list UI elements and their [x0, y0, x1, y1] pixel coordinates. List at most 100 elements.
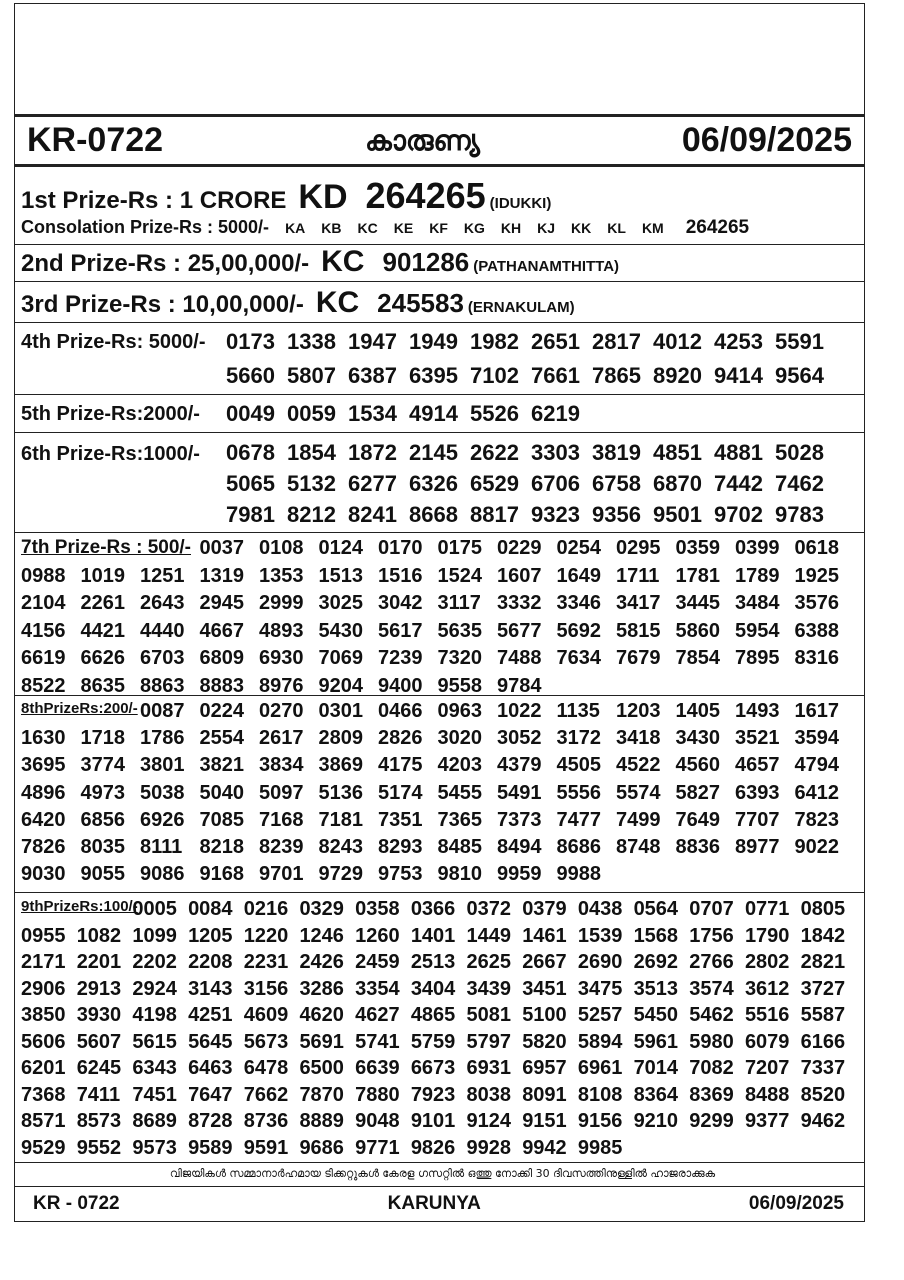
- prize-label: 7th Prize-Rs : 500/-: [21, 537, 191, 558]
- ticket-number: 1925: [794, 564, 840, 587]
- ticket-number: 7462: [775, 471, 824, 496]
- prize-label: 9thPrizeRs:100/-: [21, 898, 138, 915]
- ticket-number: 3834: [259, 754, 304, 777]
- ticket-number: 0059: [287, 401, 336, 426]
- ticket-number: 1338: [287, 329, 336, 354]
- ticket-number: 1711: [616, 564, 660, 587]
- ticket-number: 0037: [199, 537, 245, 559]
- ticket-number: 4865: [410, 1004, 456, 1026]
- winning-number: 264265: [685, 217, 750, 238]
- ticket-number: 6529: [470, 471, 519, 496]
- ticket-number: 6219: [531, 401, 580, 426]
- ticket-number: 2513: [410, 951, 456, 973]
- ticket-number: 4627: [355, 1004, 400, 1026]
- ticket-number: 0358: [355, 898, 400, 920]
- ticket-number: 9210: [633, 1110, 679, 1132]
- ticket-number: 1220: [243, 924, 289, 947]
- ticket-number: 5132: [287, 471, 336, 496]
- ticket-number: 1790: [744, 924, 790, 947]
- ticket-number: 3172: [556, 727, 602, 750]
- ticket-number: 1082: [76, 924, 122, 947]
- ticket-number: 8736: [243, 1110, 289, 1132]
- ticket-number: 5097: [259, 781, 304, 804]
- ticket-number: 7181: [318, 808, 364, 831]
- ticket-number: 5587: [800, 1004, 846, 1026]
- ticket-number: 1019: [80, 564, 126, 587]
- ticket-number: 9462: [800, 1110, 846, 1132]
- ticket-number: 6166: [800, 1030, 846, 1053]
- ticket-number: 7082: [689, 1057, 734, 1079]
- ticket-number: 1786: [140, 727, 185, 750]
- ticket-number: 6387: [348, 363, 397, 388]
- ticket-number: 0771: [744, 898, 790, 920]
- ticket-number: 7451: [132, 1083, 177, 1106]
- ticket-number: 0124: [318, 537, 364, 559]
- ticket-number: 8883: [199, 674, 245, 697]
- ticket-number: 5257: [577, 1004, 623, 1026]
- ticket-number: 9151: [522, 1110, 567, 1132]
- ticket-number: 2913: [76, 977, 122, 1000]
- ticket-number: 6395: [409, 363, 458, 388]
- ticket-number: 9101: [410, 1110, 456, 1132]
- series: KJ: [537, 220, 556, 236]
- ticket-number: 1353: [259, 564, 304, 587]
- ticket-number: 3821: [199, 754, 245, 777]
- ticket-number: 5606: [21, 1030, 66, 1053]
- ticket-number: 6639: [355, 1057, 400, 1079]
- ticket-number: 9356: [592, 502, 641, 527]
- ticket-number: 8035: [80, 835, 126, 858]
- ticket-number: 2622: [470, 440, 519, 465]
- ticket-number: 0087: [140, 700, 185, 722]
- ticket-number: 1568: [633, 924, 679, 947]
- ticket-number: 8571: [21, 1110, 66, 1132]
- ticket-number: 7865: [592, 363, 641, 388]
- prize-label: 5th Prize-Rs:2000/-: [21, 403, 200, 425]
- ticket-number: 5635: [437, 619, 483, 642]
- ticket-number: 9589: [188, 1136, 233, 1159]
- ticket-number: 0173: [226, 329, 275, 354]
- ticket-number: 2145: [409, 440, 458, 465]
- ticket-number: 4851: [653, 440, 702, 465]
- ticket-number: 5455: [437, 781, 483, 804]
- ticket-number: 3286: [299, 977, 344, 1000]
- ticket-number: 3025: [318, 592, 364, 614]
- ticket-number: 2945: [199, 592, 245, 614]
- series: KC: [357, 220, 378, 236]
- ticket-number: 9928: [466, 1136, 512, 1159]
- ticket-number: 0466: [378, 700, 423, 722]
- ticket-number: 1260: [355, 924, 400, 947]
- ticket-number: 5526: [470, 401, 519, 426]
- ticket-number: 0707: [689, 898, 734, 920]
- ticket-number: 7823: [794, 808, 840, 831]
- ticket-number: 4914: [409, 401, 458, 426]
- ticket-number: 8364: [633, 1083, 679, 1106]
- ticket-number: 2999: [259, 592, 304, 614]
- ticket-number: 0170: [378, 537, 423, 559]
- ticket-number: 1617: [794, 700, 840, 722]
- ticket-number: 1756: [689, 924, 734, 947]
- ticket-number: 2617: [259, 727, 304, 750]
- ticket-number: 0963: [437, 700, 483, 722]
- ticket-number: 9771: [355, 1136, 400, 1159]
- prize-6: 6th Prize-Rs:1000/- 0678 1854 1872 2145 2622 3…: [15, 432, 864, 532]
- ticket-number: 3020: [437, 727, 483, 750]
- ticket-number: 5136: [318, 781, 364, 804]
- ticket-number: 0270: [259, 700, 304, 722]
- ticket-number: 9985: [577, 1136, 623, 1159]
- ticket-number: 3042: [378, 592, 423, 614]
- ticket-number: 9702: [714, 502, 763, 527]
- ticket-number: 5645: [188, 1030, 233, 1053]
- ticket-number: 4505: [556, 754, 602, 777]
- ticket-number: 8241: [348, 502, 397, 527]
- ticket-number: 1319: [199, 564, 245, 587]
- ticket-number: 7870: [299, 1083, 344, 1106]
- prize-label: 1st Prize-Rs : 1 CRORE: [21, 187, 287, 214]
- ticket-number: 6388: [794, 619, 840, 642]
- ticket-number: 2554: [199, 727, 245, 750]
- ticket-number: 7442: [714, 471, 763, 496]
- ticket-number: 2924: [132, 977, 177, 1000]
- ticket-number: 2651: [531, 329, 580, 354]
- ticket-number: 4440: [140, 619, 185, 642]
- ticket-number: 8689: [132, 1110, 177, 1132]
- ticket-number: 3521: [735, 727, 780, 750]
